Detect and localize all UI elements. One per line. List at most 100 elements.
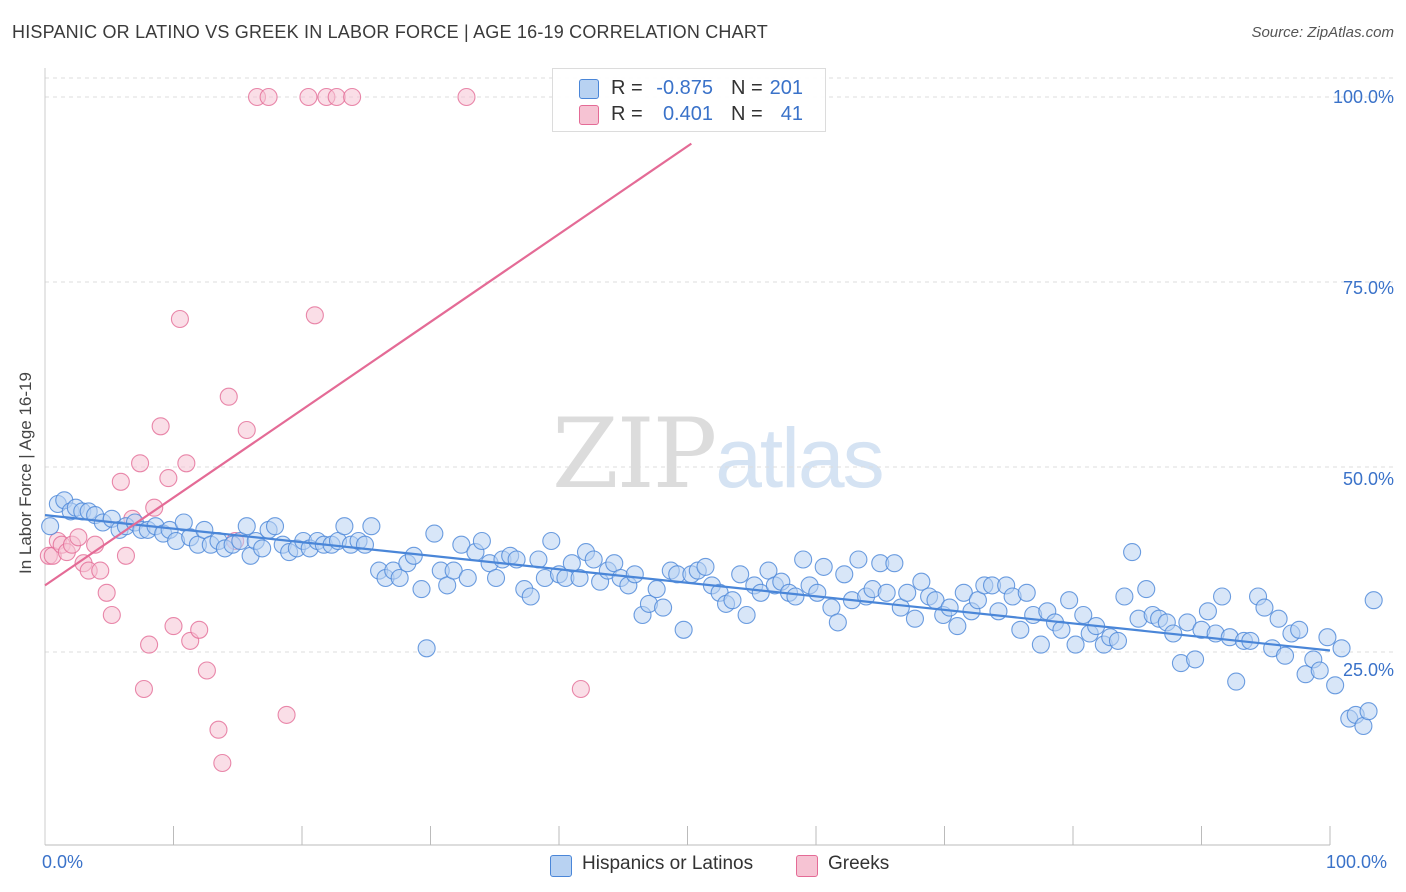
hispanic-point-54 (412, 580, 431, 599)
greek-point-41 (457, 87, 476, 107)
greek-point-36 (299, 87, 318, 107)
hispanic-point-154 (1108, 631, 1128, 650)
hispanic-point-175 (1255, 598, 1274, 617)
greek-point-19 (145, 498, 164, 517)
hispanic-point-141 (1017, 583, 1036, 602)
hispanic-point-109 (794, 550, 813, 569)
hispanic-point-56 (425, 524, 444, 543)
greek-point-32 (237, 420, 256, 440)
greek-point-29 (213, 753, 232, 773)
greek-point-18 (140, 635, 159, 654)
hispanic-point-55 (417, 639, 436, 658)
r-label: R = (611, 77, 643, 99)
hispanic-point-147 (1060, 591, 1079, 610)
watermark: ZIPatlas (552, 398, 885, 510)
greek-point-12 (102, 605, 121, 625)
greek-point-30 (219, 387, 238, 406)
pink-swatch (579, 105, 599, 125)
hispanic-point-28 (237, 517, 256, 536)
axes (44, 68, 1331, 846)
greek-point-14 (116, 546, 136, 565)
hispanic-point-185 (1326, 676, 1345, 695)
greek-point-23 (170, 309, 189, 329)
watermark-zip: ZIP (552, 398, 717, 510)
hispanic-point-79 (584, 550, 603, 569)
source-label: Source: ZipAtlas.com (1251, 24, 1394, 41)
hispanic-point-46 (355, 535, 375, 554)
greek-point-21 (159, 469, 178, 488)
hispanic-point-131 (948, 617, 967, 636)
hispanic-point-148 (1066, 635, 1085, 654)
hispanic-point-171 (1227, 672, 1246, 691)
hispanic-point-51 (390, 568, 409, 588)
watermark-atlas: atlas (715, 411, 884, 505)
greek-point-42 (571, 679, 590, 699)
hispanic-point-61 (458, 568, 477, 588)
hispanic-point-108 (786, 587, 805, 606)
hispanic-point-165 (1186, 650, 1205, 669)
hispanic-point-95 (696, 557, 715, 576)
hispanic-point-124 (898, 583, 917, 602)
hispanic-point-53 (404, 546, 423, 565)
hispanic-point-77 (570, 568, 589, 588)
chart-title: HISPANIC OR LATINO VS GREEK IN LABOR FOR… (12, 22, 768, 42)
hispanic-point-178 (1275, 646, 1295, 665)
hispanic-point-73 (542, 531, 561, 551)
r-label: R = (611, 103, 643, 125)
hispanic-point-132 (954, 583, 973, 602)
stats-row-hispanics: R = -0.875 N = 201 (553, 75, 825, 101)
blue-swatch (550, 855, 572, 877)
hispanic-point-70 (521, 587, 540, 606)
hispanic-point-100 (731, 565, 750, 584)
hispanic-point-158 (1137, 580, 1156, 599)
hispanic-point-143 (1031, 635, 1050, 654)
hispanic-point-164 (1178, 613, 1197, 632)
hispanic-point-177 (1269, 609, 1288, 628)
hispanic-point-63 (472, 531, 491, 551)
hispanic-point-121 (877, 583, 896, 602)
n-label: N = (731, 103, 763, 125)
legend-label: Hispanics or Latinos (582, 853, 754, 874)
greek-point-17 (134, 679, 153, 699)
hispanic-point-183 (1310, 661, 1329, 680)
hispanic-point-115 (835, 565, 854, 584)
hispanic-point-31 (253, 539, 272, 558)
y-tick-label-50: 50.0% (1342, 469, 1394, 489)
hispanic-point-47 (362, 517, 381, 536)
greek-trend-line (44, 142, 692, 587)
hispanic-point-101 (737, 605, 756, 625)
hispanic-trend-line (44, 514, 1331, 652)
greek-point-35 (277, 705, 296, 724)
blue-swatch (579, 79, 599, 99)
hispanic-point-122 (885, 554, 904, 573)
hispanic-point-85 (625, 565, 644, 584)
hispanic-point-103 (751, 583, 770, 602)
trend-lines (44, 142, 1331, 652)
greek-point-10 (91, 561, 110, 580)
hispanic-point-89 (654, 598, 673, 617)
greeks-series (39, 87, 590, 773)
r-value: -0.875 (656, 77, 713, 99)
hispanic-point-117 (849, 550, 868, 569)
hispanic-point-65 (486, 568, 506, 588)
legend-label: Greeks (828, 853, 890, 874)
y-axis-label: In Labor Force | Age 16-19 (16, 372, 35, 574)
hispanic-point-169 (1213, 587, 1232, 606)
greek-point-6 (69, 528, 88, 547)
greek-point-13 (111, 472, 130, 491)
series-legend: Hispanics or Latinos Greeks (0, 850, 1406, 880)
pink-swatch (796, 855, 818, 877)
y-tick-label-100: 100.0% (1332, 87, 1394, 107)
y-tick-label-75: 75.0% (1342, 278, 1394, 298)
hispanic-point-186 (1332, 639, 1351, 658)
greek-point-37 (305, 306, 324, 325)
greek-point-22 (164, 617, 183, 636)
greek-point-16 (131, 454, 150, 473)
hispanic-point-180 (1290, 620, 1309, 639)
stats-row-greeks: R = 0.401 N = 41 (553, 101, 825, 127)
hispanic-point-155 (1115, 587, 1134, 606)
hispanic-point-88 (647, 580, 666, 599)
hispanic-point-156 (1123, 543, 1142, 562)
hispanic-point-112 (814, 557, 833, 576)
